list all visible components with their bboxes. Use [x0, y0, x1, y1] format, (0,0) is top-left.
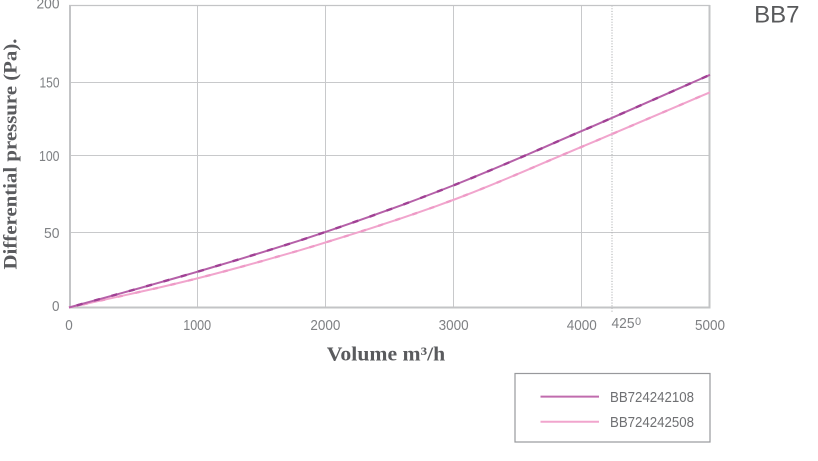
- svg-text:BB724242508: BB724242508: [610, 415, 694, 431]
- svg-text:Volume m³/h: Volume m³/h: [327, 344, 446, 366]
- svg-text:0: 0: [635, 316, 641, 328]
- svg-text:BB724242108: BB724242108: [610, 390, 694, 406]
- svg-text:3000: 3000: [439, 317, 469, 334]
- svg-text:200: 200: [37, 0, 60, 13]
- svg-text:0: 0: [65, 317, 73, 334]
- svg-text:0: 0: [52, 298, 60, 315]
- svg-text:5000: 5000: [695, 317, 725, 334]
- svg-text:2000: 2000: [310, 317, 340, 334]
- svg-text:Differential pressure (Pa).: Differential pressure (Pa).: [1, 39, 22, 270]
- svg-text:50: 50: [44, 225, 60, 242]
- svg-text:100: 100: [39, 148, 60, 165]
- svg-text:4000: 4000: [567, 317, 597, 334]
- svg-text:425: 425: [612, 315, 635, 332]
- svg-text:1000: 1000: [183, 317, 211, 334]
- svg-text:150: 150: [40, 75, 60, 92]
- svg-text:BB7: BB7: [754, 2, 799, 29]
